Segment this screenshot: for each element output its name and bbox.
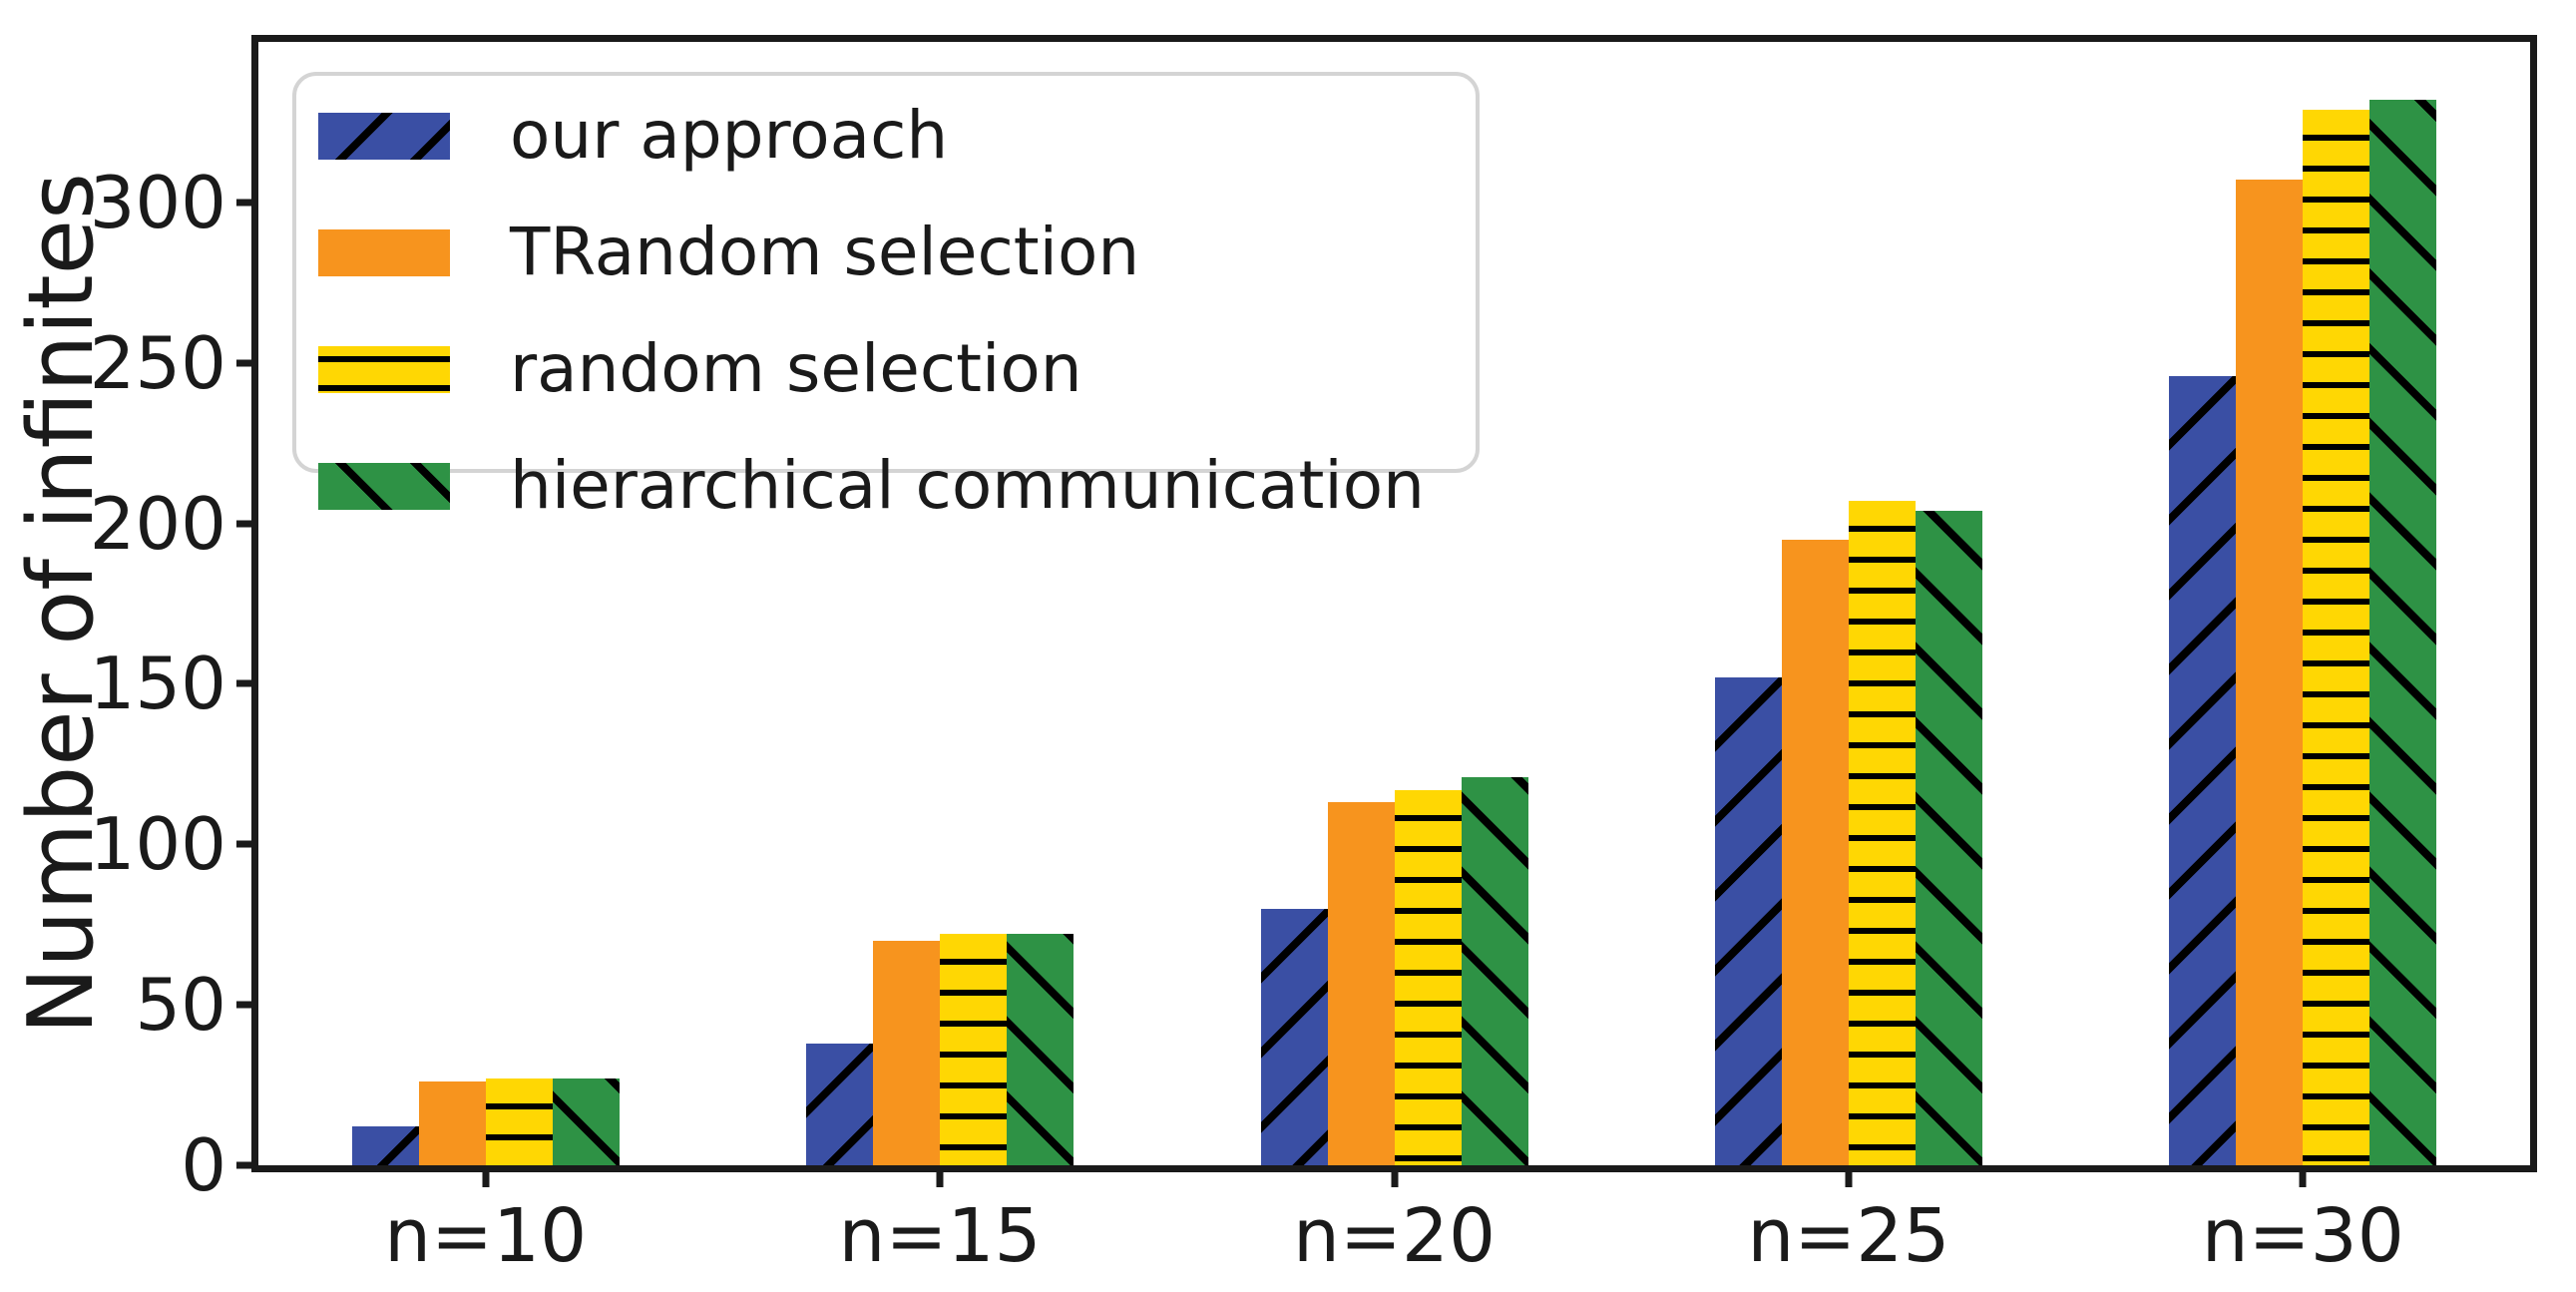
x-tick-label-n-15: n=15 <box>838 1193 1042 1279</box>
y-tick <box>236 1001 258 1009</box>
y-tick-label: 300 <box>89 160 226 244</box>
legend-item-trandom-selection: TRandom selection <box>318 219 1476 285</box>
legend-item-our-approach: our approach <box>318 103 1476 169</box>
y-tick-label: 100 <box>89 802 226 887</box>
legend-swatch-trandom-selection <box>318 228 450 276</box>
y-tick <box>236 359 258 367</box>
y-tick <box>236 679 258 687</box>
legend-label-random-selection: random selection <box>510 330 1082 407</box>
y-tick <box>236 1161 258 1169</box>
bar-random-selection-n-30 <box>2303 109 2370 1165</box>
legend-item-hierarchical-communication: hierarchical communication <box>318 453 1476 519</box>
x-tick <box>2299 1165 2307 1187</box>
y-tick-label: 250 <box>89 320 226 405</box>
bar-random-selection-n-15 <box>940 934 1008 1165</box>
legend-label-hierarchical-communication: hierarchical communication <box>510 447 1425 524</box>
bar-hierarchical-communication-n-30 <box>2369 99 2437 1165</box>
bar-random-selection-n-25 <box>1848 501 1916 1165</box>
legend: our approach TRandom selection random se… <box>292 72 1480 519</box>
x-tick <box>936 1165 944 1187</box>
bar-trandom-selection-n-30 <box>2236 180 2304 1165</box>
bar-hierarchical-communication-n-10 <box>552 1078 620 1165</box>
y-tick-label: 150 <box>89 642 226 726</box>
bar-hierarchical-communication-n-20 <box>1461 776 1528 1165</box>
x-tick <box>1845 1165 1853 1187</box>
y-tick <box>236 840 258 848</box>
y-axis-label: Number of infinites <box>9 173 114 1035</box>
y-tick-label: 50 <box>135 963 226 1048</box>
y-tick <box>236 520 258 528</box>
legend-swatch-hierarchical-communication <box>318 462 450 510</box>
x-tick <box>482 1165 490 1187</box>
legend-label-our-approach: our approach <box>510 97 949 174</box>
y-tick-label: 0 <box>181 1123 226 1207</box>
plot-area: our approach TRandom selection random se… <box>90 35 2537 1273</box>
bar-our-approach-n-15 <box>806 1043 874 1165</box>
x-tick-label-n-30: n=30 <box>2201 1193 2404 1279</box>
bar-hierarchical-communication-n-15 <box>1007 934 1074 1165</box>
legend-item-random-selection: random selection <box>318 336 1476 402</box>
bar-our-approach-n-30 <box>2169 375 2237 1165</box>
bar-our-approach-n-25 <box>1714 677 1782 1165</box>
x-tick <box>1391 1165 1398 1187</box>
bar-trandom-selection-n-15 <box>873 940 941 1165</box>
legend-swatch-our-approach <box>318 112 450 160</box>
y-tick <box>236 199 258 207</box>
x-tick-label-n-20: n=20 <box>1292 1193 1497 1279</box>
legend-swatch-random-selection <box>318 345 450 393</box>
bar-random-selection-n-10 <box>485 1078 553 1165</box>
x-tick-label-n-25: n=25 <box>1747 1193 1950 1279</box>
bar-hierarchical-communication-n-25 <box>1915 510 1982 1165</box>
y-tick-label: 200 <box>89 481 226 566</box>
bar-trandom-selection-n-10 <box>418 1081 486 1165</box>
bar-our-approach-n-20 <box>1260 908 1328 1165</box>
x-tick-label-n-10: n=10 <box>384 1193 588 1279</box>
bar-random-selection-n-20 <box>1394 789 1462 1165</box>
bar-trandom-selection-n-20 <box>1327 802 1395 1165</box>
bar-our-approach-n-10 <box>351 1126 419 1165</box>
bars-layer <box>258 42 2530 1165</box>
legend-label-trandom-selection: TRandom selection <box>510 214 1140 290</box>
bar-trandom-selection-n-25 <box>1781 539 1849 1165</box>
